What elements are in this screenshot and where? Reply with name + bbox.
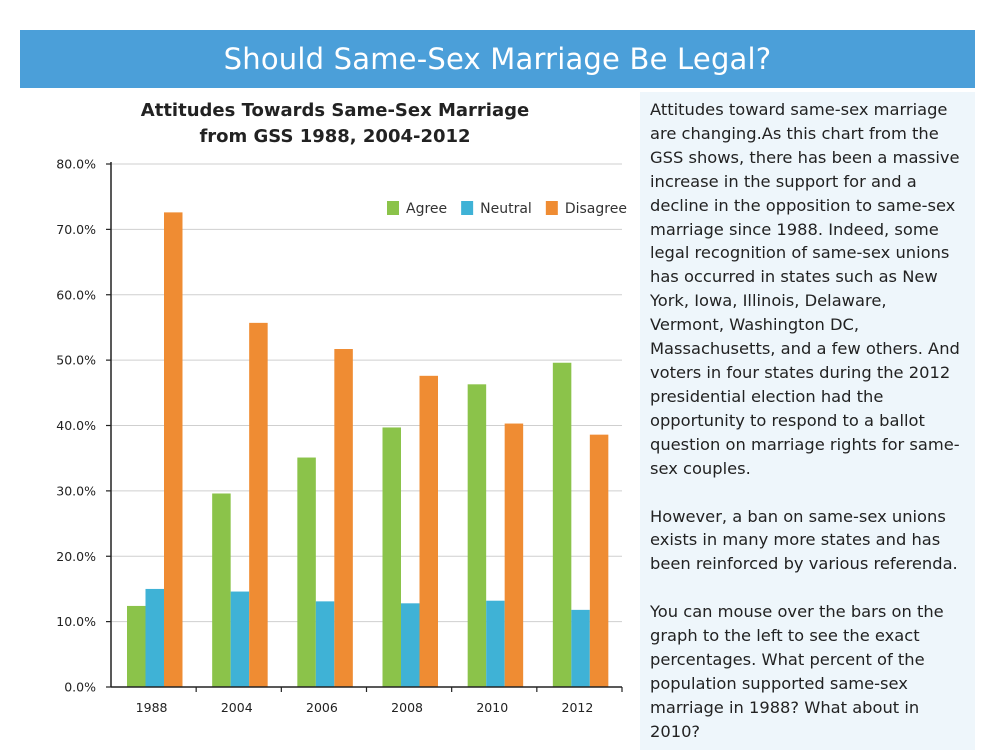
bar-disagree-2012[interactable] [589, 434, 609, 687]
x-tick-label: 2010 [476, 700, 508, 715]
y-tick-label: 50.0% [56, 353, 96, 368]
bar-neutral-2012[interactable] [571, 609, 590, 687]
legend-swatch-agree [387, 201, 399, 215]
bar-chart: 0.0% 10.0% 20.0% 30.0% 40.0% 50.0% 60.0% 70.0% 8… [56, 157, 627, 716]
page-title-banner: Should Same-Sex Marriage Be Legal? [20, 30, 975, 88]
chart-title-line-1: Attitudes Towards Same-Sex Marriage [140, 100, 530, 121]
bar-agree-2008[interactable] [382, 427, 402, 687]
bar-agree-2012[interactable] [552, 362, 572, 687]
legend-label-neutral: Neutral [480, 201, 532, 217]
description-paragraph-1: Attitudes toward same-sex marriage are c… [650, 100, 960, 478]
bar-neutral-1988[interactable] [145, 588, 165, 687]
y-tick-label: 20.0% [56, 549, 96, 564]
legend: Agree Neutral Disagree [387, 201, 627, 217]
page-title: Should Same-Sex Marriage Be Legal? [223, 42, 772, 76]
x-tick-label: 2006 [306, 700, 338, 715]
bar-disagree-1988[interactable] [164, 212, 183, 687]
bar-disagree-2004[interactable] [249, 322, 268, 687]
legend-swatch-neutral [461, 201, 474, 215]
bar-agree-2006[interactable] [297, 457, 316, 687]
bars [127, 212, 609, 687]
bar-agree-2004[interactable] [212, 493, 231, 687]
y-tick-label: 80.0% [56, 157, 96, 172]
y-tick-label: 40.0% [56, 418, 96, 433]
gridlines [111, 163, 622, 623]
bar-neutral-2010[interactable] [486, 600, 505, 687]
bar-disagree-2008[interactable] [419, 375, 439, 687]
y-tick-label: 10.0% [56, 614, 96, 629]
axes [106, 162, 623, 692]
y-tick-label: 0.0% [64, 680, 96, 695]
bar-disagree-2006[interactable] [334, 349, 353, 687]
chart-title-line-2: from GSS 1988, 2004-2012 [199, 126, 471, 147]
x-tick-label: 2012 [562, 700, 594, 715]
bar-agree-1988[interactable] [127, 605, 146, 687]
bar-neutral-2004[interactable] [230, 591, 250, 687]
tick-labels: 0.0% 10.0% 20.0% 30.0% 40.0% 50.0% 60.0% 70.0% 8… [56, 157, 593, 716]
x-tick-label: 2008 [391, 700, 423, 715]
bar-neutral-2006[interactable] [315, 601, 335, 687]
description-panel: Attitudes toward same-sex marriage are c… [640, 92, 975, 750]
y-tick-label: 70.0% [56, 222, 96, 237]
y-tick-label: 30.0% [56, 483, 96, 498]
bar-neutral-2008[interactable] [401, 603, 420, 687]
legend-label-agree: Agree [406, 201, 447, 217]
x-tick-label: 1988 [136, 700, 168, 715]
legend-label-disagree: Disagree [565, 201, 627, 217]
chart-title: Attitudes Towards Same-Sex Marriage from… [95, 98, 575, 150]
y-tick-label: 60.0% [56, 287, 96, 302]
description-paragraph-3: You can mouse over the bars on the graph… [650, 602, 944, 741]
legend-swatch-disagree [545, 201, 558, 215]
bar-agree-2010[interactable] [467, 384, 487, 687]
description-paragraph-2: However, a ban on same-sex unions exists… [650, 506, 958, 574]
x-tick-label: 2004 [221, 700, 253, 715]
bar-disagree-2010[interactable] [504, 423, 524, 687]
